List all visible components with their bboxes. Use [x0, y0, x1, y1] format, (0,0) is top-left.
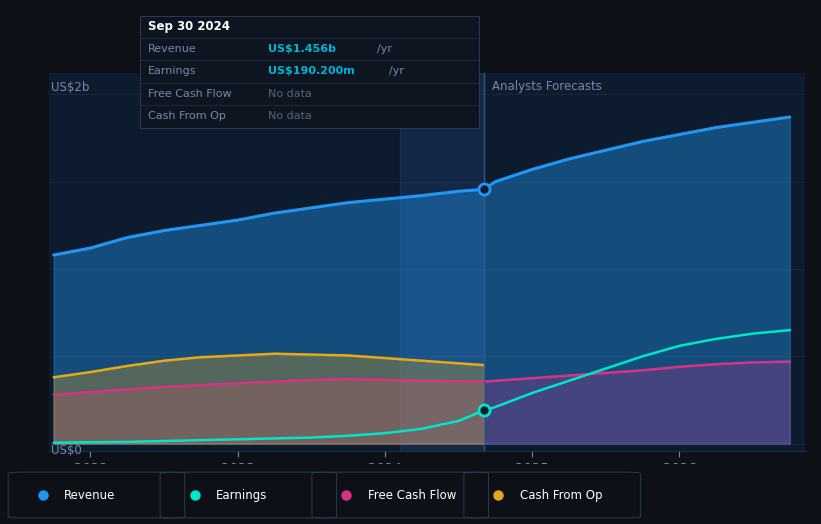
- Text: Free Cash Flow: Free Cash Flow: [368, 488, 456, 501]
- Text: Cash From Op: Cash From Op: [520, 488, 602, 501]
- Text: No data: No data: [268, 111, 312, 121]
- Text: Revenue: Revenue: [64, 488, 116, 501]
- Bar: [400, 73, 484, 451]
- Text: US$0: US$0: [51, 444, 81, 456]
- Text: Revenue: Revenue: [148, 44, 197, 54]
- Text: No data: No data: [268, 89, 312, 99]
- Text: US$2b: US$2b: [51, 81, 89, 94]
- Text: Past: Past: [450, 80, 475, 93]
- Text: /yr: /yr: [389, 66, 404, 76]
- Text: Analysts Forecasts: Analysts Forecasts: [493, 80, 603, 93]
- Text: Cash From Op: Cash From Op: [148, 111, 226, 121]
- Text: Free Cash Flow: Free Cash Flow: [148, 89, 232, 99]
- Text: Earnings: Earnings: [148, 66, 196, 76]
- Text: /yr: /yr: [377, 44, 392, 54]
- Text: Sep 30 2024: Sep 30 2024: [148, 20, 230, 33]
- Text: Earnings: Earnings: [216, 488, 268, 501]
- Text: US$190.200m: US$190.200m: [268, 66, 355, 76]
- Text: US$1.456b: US$1.456b: [268, 44, 337, 54]
